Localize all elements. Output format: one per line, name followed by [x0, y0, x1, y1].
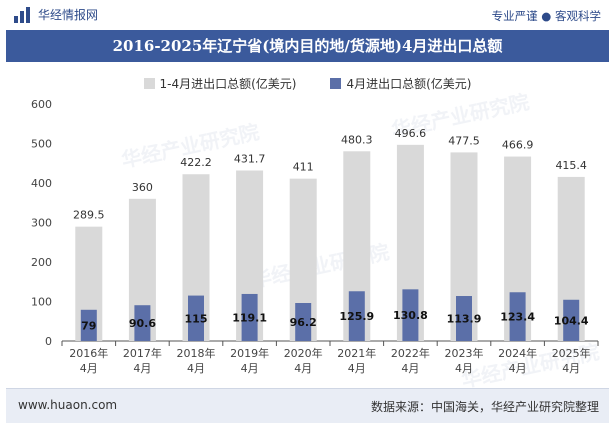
x-tick-label: 2021年 — [337, 346, 376, 360]
data-label-april: 130.8 — [393, 309, 428, 322]
bar-april — [188, 295, 204, 341]
data-label-cumulative: 477.5 — [448, 134, 480, 147]
legend-item-cumulative: 1-4月进出口总额(亿美元) — [143, 75, 297, 92]
data-label-cumulative: 466.9 — [502, 139, 534, 152]
bar-april — [348, 291, 365, 341]
data-label-cumulative: 431.7 — [234, 152, 266, 165]
bar-april — [456, 296, 472, 341]
data-label-april: 90.6 — [129, 317, 156, 330]
data-label-april: 113.9 — [447, 313, 482, 326]
bar-april — [509, 292, 526, 341]
x-tick-label: 2023年 — [445, 346, 484, 360]
bar-april — [134, 305, 151, 341]
bar-chart-icon — [14, 6, 32, 23]
data-label-april: 104.4 — [554, 314, 589, 327]
legend-label-april: 4月进出口总额(亿美元) — [346, 77, 472, 91]
y-tick-label: 300 — [31, 217, 52, 230]
data-label-cumulative: 480.3 — [341, 133, 373, 146]
y-tick-label: 400 — [31, 177, 52, 190]
top-bar: 华经情报网 专业严谨 ● 客观科学 — [0, 0, 615, 30]
bar-april — [563, 299, 580, 341]
x-tick-label: 2020年 — [284, 346, 323, 360]
x-tick-label: 2018年 — [177, 346, 216, 360]
data-label-cumulative: 415.4 — [555, 159, 587, 172]
data-label-cumulative: 411 — [293, 161, 314, 174]
x-tick-label: 4月 — [509, 362, 527, 375]
data-label-cumulative: 289.5 — [73, 209, 105, 222]
data-label-april: 125.9 — [339, 310, 374, 323]
bar-april — [402, 289, 419, 341]
x-tick-label: 2019年 — [230, 346, 269, 360]
legend: 1-4月进出口总额(亿美元) 4月进出口总额(亿美元) — [0, 75, 615, 92]
brand-name: 华经情报网 — [38, 8, 99, 22]
data-label-cumulative: 360 — [132, 181, 153, 194]
title-bar: 2016-2025年辽宁省(境内目的地/货源地)4月进出口总额 — [6, 30, 609, 62]
y-tick-label: 100 — [31, 296, 52, 309]
y-tick-label: 600 — [31, 98, 52, 111]
y-tick-label: 500 — [31, 138, 52, 151]
x-tick-label: 4月 — [80, 362, 98, 375]
x-tick-label: 4月 — [348, 362, 366, 375]
footer: www.huaon.com 数据来源：中国海关，华经产业研究院整理 — [6, 389, 609, 423]
data-label-cumulative: 422.2 — [180, 156, 212, 169]
data-label-april: 79 — [81, 319, 96, 332]
footer-divider — [6, 388, 609, 389]
x-tick-label: 4月 — [455, 362, 473, 375]
x-tick-label: 4月 — [133, 362, 151, 375]
y-tick-label: 200 — [31, 256, 52, 269]
brand[interactable]: 华经情报网 — [14, 6, 98, 23]
bar-april — [295, 303, 312, 341]
legend-label-cumulative: 1-4月进出口总额(亿美元) — [159, 77, 297, 91]
bar-april — [241, 293, 258, 341]
site-url[interactable]: www.huaon.com — [18, 398, 118, 412]
x-tick-label: 2025年 — [552, 346, 591, 360]
x-tick-label: 4月 — [241, 362, 259, 375]
x-tick-label: 2024年 — [498, 346, 537, 360]
x-tick-label: 2022年 — [391, 346, 430, 360]
legend-swatch-cumulative — [143, 78, 155, 89]
data-source: 数据来源：中国海关，华经产业研究院整理 — [370, 400, 599, 414]
x-tick-label: 4月 — [562, 362, 580, 375]
chart-title: 2016-2025年辽宁省(境内目的地/货源地)4月进出口总额 — [112, 37, 503, 55]
data-label-april: 123.4 — [500, 311, 535, 324]
data-label-cumulative: 496.6 — [395, 127, 427, 140]
data-label-april: 119.1 — [232, 311, 267, 324]
x-tick-label: 2017年 — [123, 346, 162, 360]
data-label-april: 96.2 — [290, 316, 317, 329]
x-tick-label: 2016年 — [69, 346, 108, 360]
x-tick-label: 4月 — [401, 362, 419, 375]
data-label-april: 115 — [185, 312, 208, 325]
y-tick-label: 0 — [45, 335, 52, 348]
x-tick-label: 4月 — [187, 362, 205, 375]
x-tick-label: 4月 — [294, 362, 312, 375]
slogan: 专业严谨 ● 客观科学 — [491, 9, 601, 23]
bar-chart: 0 100 200 300 400 500 600 289.5 79 2016年 4月 360 90.6… — [31, 98, 599, 375]
bar-april — [80, 309, 97, 341]
legend-item-april: 4月进出口总额(亿美元) — [330, 75, 471, 92]
legend-swatch-april — [330, 78, 342, 89]
